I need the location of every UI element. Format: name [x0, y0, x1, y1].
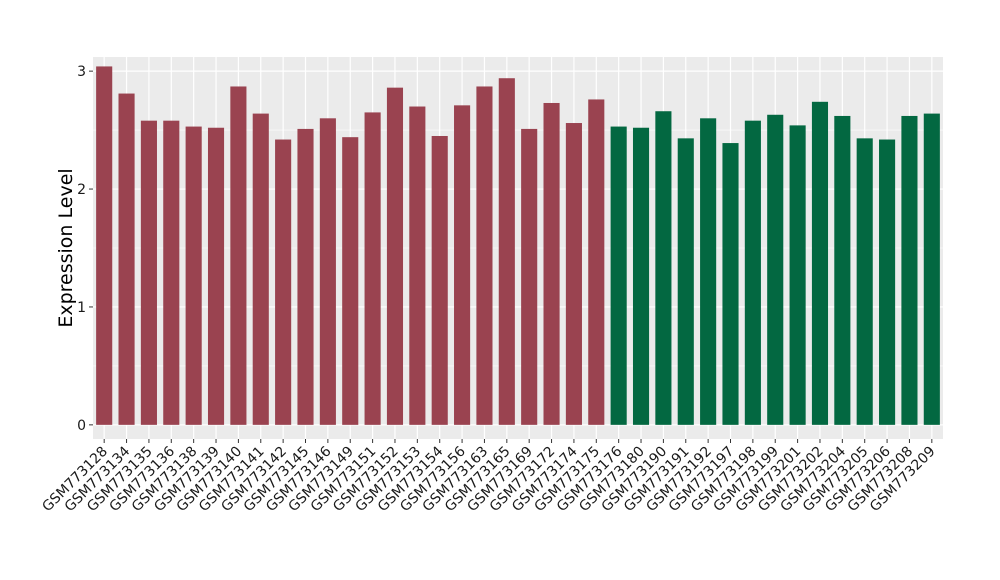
bar-GSM773139 [207, 127, 225, 425]
y-axis: 0 1 2 3 [77, 64, 93, 434]
bars [96, 66, 940, 425]
bar-GSM773154 [431, 135, 448, 425]
y-axis-title: Expression Level [55, 168, 77, 327]
bar-GSM773156 [454, 105, 471, 425]
bar-GSM773146 [319, 118, 336, 425]
bar-GSM773209 [923, 113, 940, 425]
bar-GSM773135 [140, 120, 157, 425]
bar-GSM773152 [386, 87, 404, 425]
bar-GSM773202 [811, 101, 829, 425]
bar-GSM773201 [789, 125, 806, 425]
bar-GSM773198 [744, 120, 761, 425]
bar-GSM773175 [588, 99, 605, 425]
bar-GSM773174 [565, 123, 582, 425]
bar-GSM773205 [856, 138, 873, 425]
y-tick-label: 3 [77, 64, 86, 80]
bar-GSM773149 [342, 137, 359, 425]
bar-GSM773169 [521, 128, 538, 425]
bar-GSM773134 [118, 93, 135, 425]
bar-GSM773140 [230, 86, 247, 425]
bar-GSM773145 [297, 128, 314, 425]
bar-GSM773197 [722, 143, 739, 425]
bar-GSM773192 [700, 118, 717, 425]
bar-GSM773199 [767, 114, 784, 425]
bar-GSM773204 [834, 115, 851, 425]
bar-GSM773151 [364, 112, 381, 425]
bar-GSM773128 [96, 66, 113, 425]
bar-GSM773163 [476, 86, 493, 425]
bar-GSM773208 [901, 115, 918, 425]
bar-GSM773142 [275, 139, 292, 425]
bar-GSM773165 [498, 78, 515, 425]
bar-GSM773190 [655, 111, 672, 425]
bar-GSM773191 [677, 138, 694, 425]
bar-GSM773136 [163, 120, 180, 425]
bar-GSM773172 [543, 102, 560, 425]
y-tick-label: 0 [77, 418, 86, 434]
bar-GSM773176 [610, 126, 627, 425]
bar-GSM773153 [409, 106, 426, 425]
bar-GSM773138 [185, 126, 202, 425]
y-tick-label: 1 [77, 300, 86, 316]
bar-GSM773206 [879, 139, 896, 425]
bar-GSM773180 [632, 127, 650, 425]
bar-GSM773141 [252, 113, 269, 425]
x-axis: GSM773128GSM773134GSM773135GSM773136GSM7… [39, 439, 939, 515]
y-tick-label: 2 [77, 182, 86, 198]
